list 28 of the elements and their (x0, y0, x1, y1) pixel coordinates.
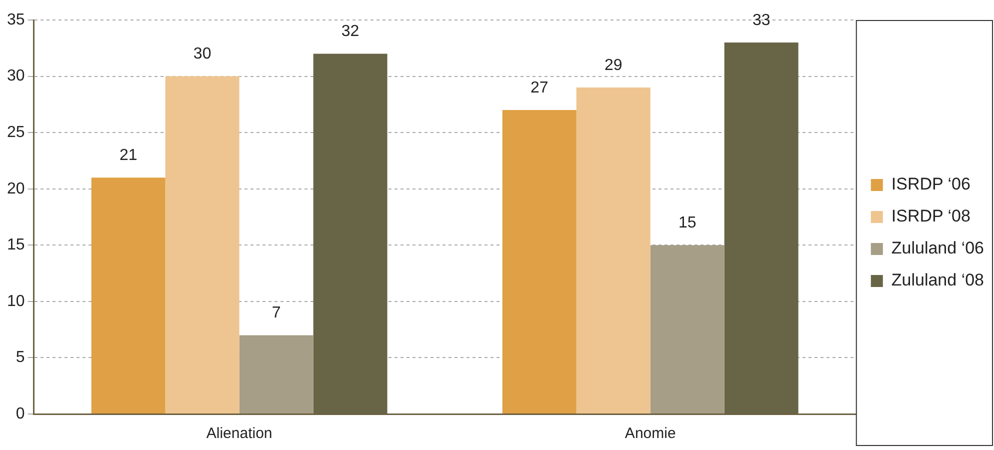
data-label: 7 (272, 304, 281, 322)
bar (650, 245, 724, 414)
data-label: 33 (752, 12, 770, 29)
y-tick-label: 30 (7, 68, 25, 85)
y-tick-label: 35 (7, 11, 25, 28)
x-tick-label: Anomie (624, 425, 676, 442)
data-label: 32 (341, 23, 360, 40)
data-label: 29 (604, 56, 622, 74)
legend-label: Zululand ‘08 (891, 270, 984, 290)
bar (91, 178, 166, 414)
y-tick-label: 10 (7, 292, 25, 310)
legend-label: ISRDP ‘08 (891, 206, 970, 226)
bar (165, 76, 240, 414)
legend-label: ISRDP ‘06 (891, 174, 970, 194)
bar (576, 88, 650, 414)
x-tick-label: Alienation (206, 425, 272, 442)
y-tick-label: 5 (16, 349, 25, 366)
y-tick-label: 25 (7, 124, 25, 141)
data-label: 21 (119, 147, 138, 164)
y-tick-label: 15 (7, 236, 25, 254)
legend-label: Zululand ‘06 (891, 238, 984, 258)
data-label: 27 (530, 79, 548, 96)
data-label: 30 (193, 46, 212, 63)
y-tick-label: 20 (7, 180, 25, 198)
data-label: 15 (678, 214, 696, 232)
bar (502, 110, 576, 414)
bar (239, 335, 314, 414)
y-tick-label: 0 (16, 405, 25, 422)
